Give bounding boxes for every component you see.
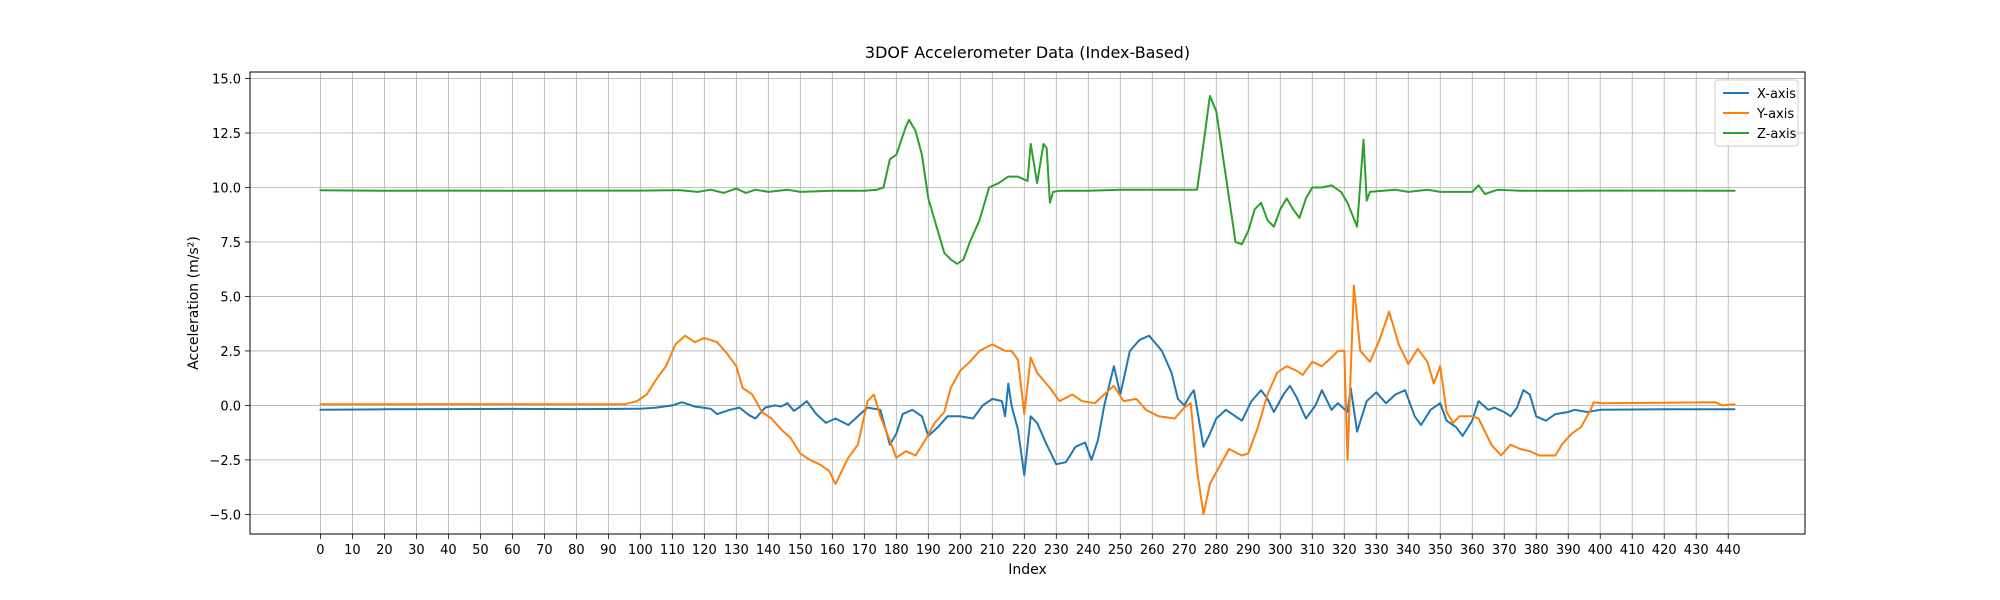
x-tick-label: 40 bbox=[440, 543, 457, 558]
x-tick-label: 310 bbox=[1300, 543, 1325, 558]
x-tick-label: 300 bbox=[1268, 543, 1293, 558]
x-tick-label: 440 bbox=[1716, 543, 1741, 558]
y-tick-label: 15.0 bbox=[212, 73, 241, 88]
series-line-y-axis bbox=[319, 284, 1736, 516]
x-tick-label: 110 bbox=[660, 543, 685, 558]
x-tick-label: 50 bbox=[472, 543, 489, 558]
x-tick-label: 260 bbox=[1140, 543, 1165, 558]
x-tick-label: 390 bbox=[1556, 543, 1581, 558]
series-line-z-axis bbox=[319, 95, 1736, 265]
x-tick-label: 160 bbox=[820, 543, 845, 558]
x-tick-label: 10 bbox=[344, 543, 361, 558]
x-axis-ticks: 0 10 20 30 40 50 60 70 80 90 100 110 120 130 140 150 160… bbox=[316, 534, 1741, 558]
y-tick-label: −2.5 bbox=[209, 454, 241, 469]
y-tick-label: 5.0 bbox=[220, 290, 241, 305]
y-tick-label: 12.5 bbox=[212, 127, 241, 142]
legend-box bbox=[1714, 79, 1799, 147]
plot-frame bbox=[249, 71, 1806, 535]
x-tick-label: 340 bbox=[1396, 543, 1421, 558]
x-tick-label: 220 bbox=[1012, 543, 1037, 558]
legend-label: Y-axis bbox=[1756, 107, 1794, 122]
legend-label: X-axis bbox=[1757, 87, 1796, 102]
x-tick-label: 100 bbox=[628, 543, 653, 558]
y-tick-label: 7.5 bbox=[220, 236, 241, 251]
x-tick-label: 350 bbox=[1428, 543, 1453, 558]
grid bbox=[250, 72, 1805, 534]
x-tick-label: 130 bbox=[724, 543, 749, 558]
y-tick-label: −5.0 bbox=[209, 508, 241, 523]
x-tick-label: 400 bbox=[1588, 543, 1613, 558]
y-tick-label: 2.5 bbox=[220, 345, 241, 360]
legend: X-axis Y-axis Z-axis bbox=[1714, 79, 1799, 147]
x-tick-label: 90 bbox=[600, 543, 617, 558]
series-line-x-axis bbox=[319, 334, 1736, 477]
x-tick-label: 140 bbox=[756, 543, 781, 558]
x-tick-label: 360 bbox=[1460, 543, 1485, 558]
series-lines bbox=[319, 95, 1736, 516]
x-tick-label: 20 bbox=[376, 543, 393, 558]
x-tick-label: 170 bbox=[852, 543, 877, 558]
y-tick-label: 10.0 bbox=[212, 182, 241, 197]
x-tick-label: 30 bbox=[408, 543, 425, 558]
x-tick-label: 240 bbox=[1076, 543, 1101, 558]
x-tick-label: 330 bbox=[1364, 543, 1389, 558]
y-axis-ticks: −5.0 −2.5 0.0 2.5 5.0 7.5 10.0 12.5 15.0 bbox=[209, 73, 250, 523]
x-tick-label: 420 bbox=[1652, 543, 1677, 558]
x-tick-label: 290 bbox=[1236, 543, 1261, 558]
x-tick-label: 270 bbox=[1172, 543, 1197, 558]
x-tick-label: 410 bbox=[1620, 543, 1645, 558]
x-tick-label: 150 bbox=[788, 543, 813, 558]
x-tick-label: 210 bbox=[980, 543, 1005, 558]
x-tick-label: 70 bbox=[536, 543, 553, 558]
x-tick-label: 60 bbox=[504, 543, 521, 558]
y-tick-label: 0.0 bbox=[220, 399, 241, 414]
x-tick-label: 380 bbox=[1524, 543, 1549, 558]
x-tick-label: 190 bbox=[916, 543, 941, 558]
x-tick-label: 0 bbox=[316, 543, 324, 558]
x-axis-label: Index bbox=[1008, 562, 1047, 578]
x-tick-label: 320 bbox=[1332, 543, 1357, 558]
x-tick-label: 280 bbox=[1204, 543, 1229, 558]
x-tick-label: 80 bbox=[568, 543, 585, 558]
legend-label: Z-axis bbox=[1757, 127, 1797, 142]
x-tick-label: 180 bbox=[884, 543, 909, 558]
x-tick-label: 120 bbox=[692, 543, 717, 558]
x-tick-label: 230 bbox=[1044, 543, 1069, 558]
x-tick-label: 370 bbox=[1492, 543, 1517, 558]
x-tick-label: 200 bbox=[948, 543, 973, 558]
x-tick-label: 430 bbox=[1684, 543, 1709, 558]
chart-title: 3DOF Accelerometer Data (Index-Based) bbox=[865, 43, 1190, 62]
x-tick-label: 250 bbox=[1108, 543, 1133, 558]
y-axis-label: Acceleration (m/s²) bbox=[186, 236, 202, 370]
